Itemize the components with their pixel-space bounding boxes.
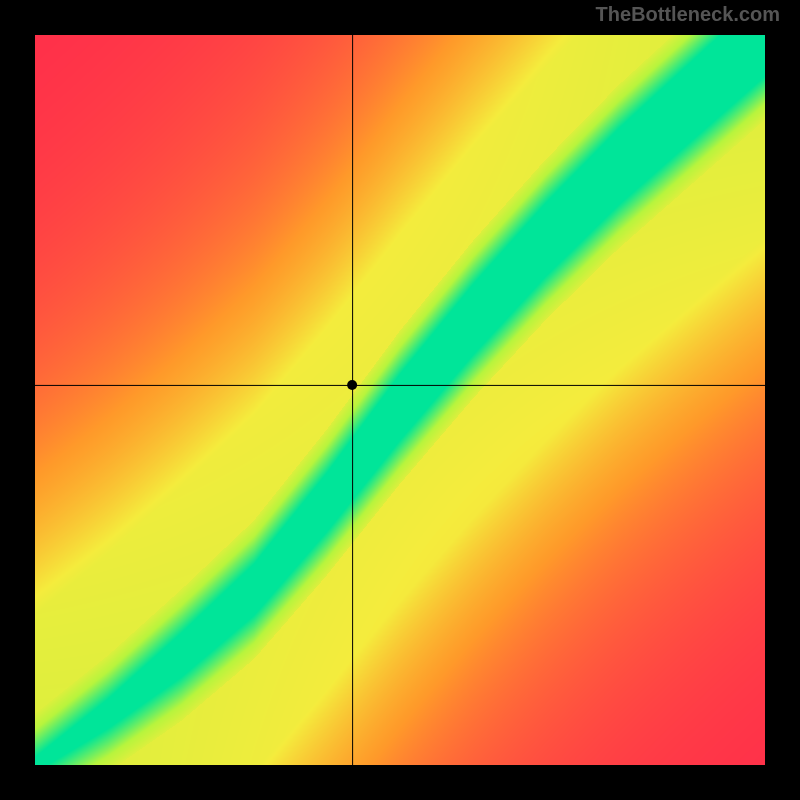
watermark-text: TheBottleneck.com [596, 4, 780, 27]
heatmap-canvas [35, 35, 765, 765]
heatmap-plot [35, 35, 765, 765]
chart-container: TheBottleneck.com [0, 0, 800, 800]
